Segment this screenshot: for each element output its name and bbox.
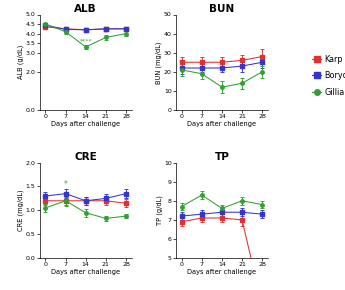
X-axis label: Days after challenge: Days after challenge (187, 269, 256, 275)
Title: ALB: ALB (75, 4, 97, 14)
Legend: Karp, Boryong, Gilliam: Karp, Boryong, Gilliam (312, 55, 345, 97)
Text: **: ** (103, 30, 109, 35)
Y-axis label: TP (g/dL): TP (g/dL) (156, 195, 162, 225)
X-axis label: Days after challenge: Days after challenge (51, 269, 120, 275)
Y-axis label: BUN (mg/dL): BUN (mg/dL) (156, 41, 162, 84)
Title: CRE: CRE (74, 152, 97, 162)
Y-axis label: CRE (mg/dL): CRE (mg/dL) (18, 190, 24, 231)
Title: BUN: BUN (209, 4, 235, 14)
X-axis label: Days after challenge: Days after challenge (51, 121, 120, 126)
Title: TP: TP (215, 152, 229, 162)
X-axis label: Days after challenge: Days after challenge (187, 121, 256, 126)
Text: *: * (63, 180, 68, 189)
Text: ****: **** (79, 38, 92, 43)
Y-axis label: ALB (g/dL): ALB (g/dL) (18, 45, 24, 79)
